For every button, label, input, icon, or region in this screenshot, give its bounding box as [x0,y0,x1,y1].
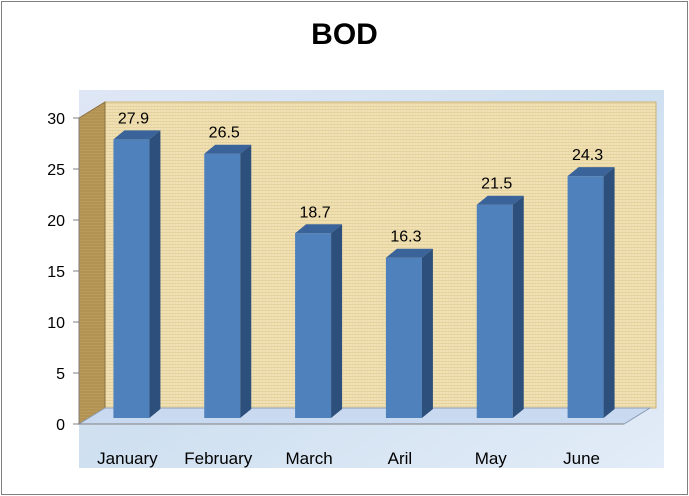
data-label: 18.7 [300,204,331,221]
x-tick-label: March [285,449,332,468]
x-tick-label: Aril [388,449,413,468]
data-label: 27.9 [118,110,149,127]
bar-side [421,248,433,418]
x-tick-label: June [563,449,600,468]
bar-top [385,248,433,258]
bar-group [385,248,433,418]
bar-group [476,195,524,418]
y-tick-label: 20 [47,213,65,230]
bar [476,204,513,418]
y-tick-label: 15 [47,264,65,281]
bar-side [603,167,615,418]
bar-group [204,144,252,418]
bar-side [331,224,343,418]
bar [113,139,150,419]
floor [77,407,652,425]
y-tick-label: 10 [47,315,65,332]
y-tick-label: 25 [47,162,65,179]
chart-title: BOD [311,18,378,51]
y-tick-label: 30 [47,111,65,128]
bar-group [295,224,343,418]
side-wall [78,101,106,425]
x-tick-label: January [97,449,158,468]
bar [295,233,332,418]
bar-group [567,167,615,418]
bar [385,257,422,418]
bar [567,176,604,418]
data-label: 16.3 [390,229,421,246]
bar [204,153,241,418]
data-label: 26.5 [209,125,240,142]
bar-top [567,167,615,177]
bar-top [476,195,524,205]
bar-side [512,195,524,418]
x-tick-label: May [475,449,508,468]
bar-top [113,130,161,140]
bar-top [204,144,252,154]
data-label: 21.5 [481,176,512,193]
data-label: 24.3 [572,147,603,164]
bar-side [240,144,252,418]
x-tick-label: February [184,449,253,468]
bar-top [295,224,343,234]
y-tick-label: 5 [56,366,65,383]
bar-group [113,130,161,419]
y-tick-label: 0 [56,417,65,434]
bar-side [149,130,161,419]
